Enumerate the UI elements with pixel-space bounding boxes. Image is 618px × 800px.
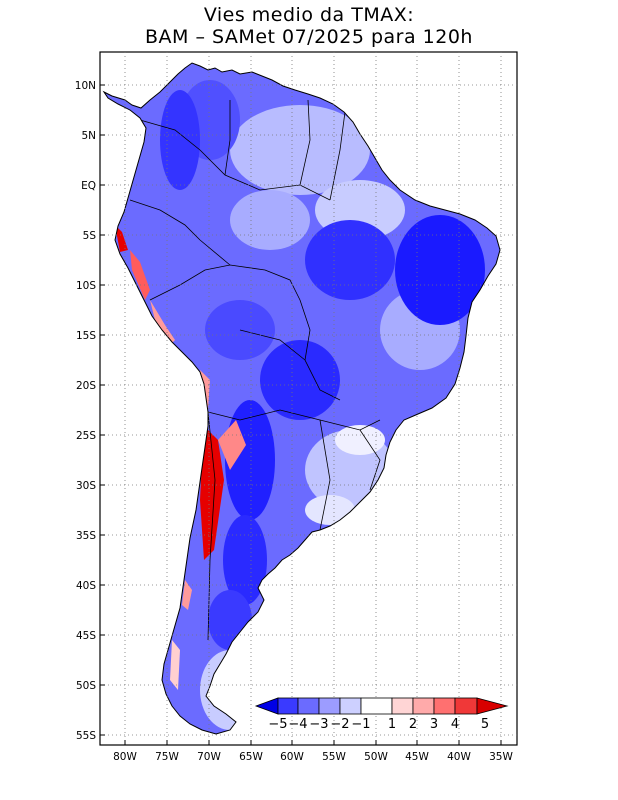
- lon-labels: 80W 75W 70W 65W 60W 55W 50W 45W 40W 35W: [113, 751, 513, 763]
- colorbar-segment: [360, 697, 393, 715]
- lon-label: 35W: [489, 751, 513, 763]
- colorbar-label: 3: [430, 717, 438, 732]
- map-title-line1: Vies medio da TMAX:: [203, 4, 415, 26]
- lat-label: 50S: [76, 680, 96, 692]
- colorbar-segment: [339, 697, 362, 715]
- lon-label: 80W: [113, 751, 137, 763]
- lat-label: 40S: [76, 580, 96, 592]
- lat-labels: 10N 5N EQ 5S 10S 15S 20S 25S 30S 35S 40S…: [75, 80, 97, 742]
- map-title-line2: BAM – SAMet 07/2025 para 120h: [145, 26, 473, 48]
- colorbar-label: −2: [330, 717, 349, 732]
- colorbar-label: −3: [309, 717, 328, 732]
- colorbar-label: 5: [481, 717, 489, 732]
- lat-label: 25S: [76, 430, 96, 442]
- colorbar-segment: [433, 697, 456, 715]
- lon-label: 55W: [322, 751, 346, 763]
- colorbar-label: 2: [409, 717, 417, 732]
- lat-label: 15S: [76, 330, 96, 342]
- lat-label: 10N: [75, 80, 96, 92]
- lat-label: 20S: [76, 380, 96, 392]
- colorbar-segment: [391, 697, 414, 715]
- graticule: [100, 52, 517, 745]
- lat-label: EQ: [81, 180, 96, 192]
- lon-label: 65W: [239, 751, 263, 763]
- colorbar-label: −4: [288, 717, 307, 732]
- lat-label: 35S: [76, 530, 96, 542]
- lon-label: 45W: [405, 751, 429, 763]
- colorbar-segment: [297, 697, 320, 715]
- colorbar-arrow-right: [476, 697, 509, 715]
- lat-label: 5S: [83, 230, 97, 242]
- colorbar-segment: [454, 697, 478, 715]
- colorbar-label: −5: [268, 717, 287, 732]
- lon-label: 50W: [364, 751, 388, 763]
- lat-label: 10S: [76, 280, 96, 292]
- colorbar-segment: [412, 697, 435, 715]
- colorbar-label: −1: [351, 717, 370, 732]
- colorbar-segment: [277, 697, 299, 715]
- lat-label: 5N: [81, 130, 96, 142]
- colorbar: −5 −4 −3 −2 −1 1 2 3 4 5: [254, 697, 509, 732]
- colorbar-label: 4: [451, 717, 459, 732]
- lon-label: 60W: [280, 751, 304, 763]
- colorbar-label: 1: [388, 717, 396, 732]
- lon-label: 40W: [447, 751, 471, 763]
- axis-ticks: [100, 84, 502, 745]
- lat-label: 30S: [76, 480, 96, 492]
- lat-label: 55S: [76, 730, 96, 742]
- lon-label: 75W: [155, 751, 179, 763]
- lat-label: 45S: [76, 630, 96, 642]
- lon-label: 70W: [197, 751, 221, 763]
- colorbar-segment: [318, 697, 341, 715]
